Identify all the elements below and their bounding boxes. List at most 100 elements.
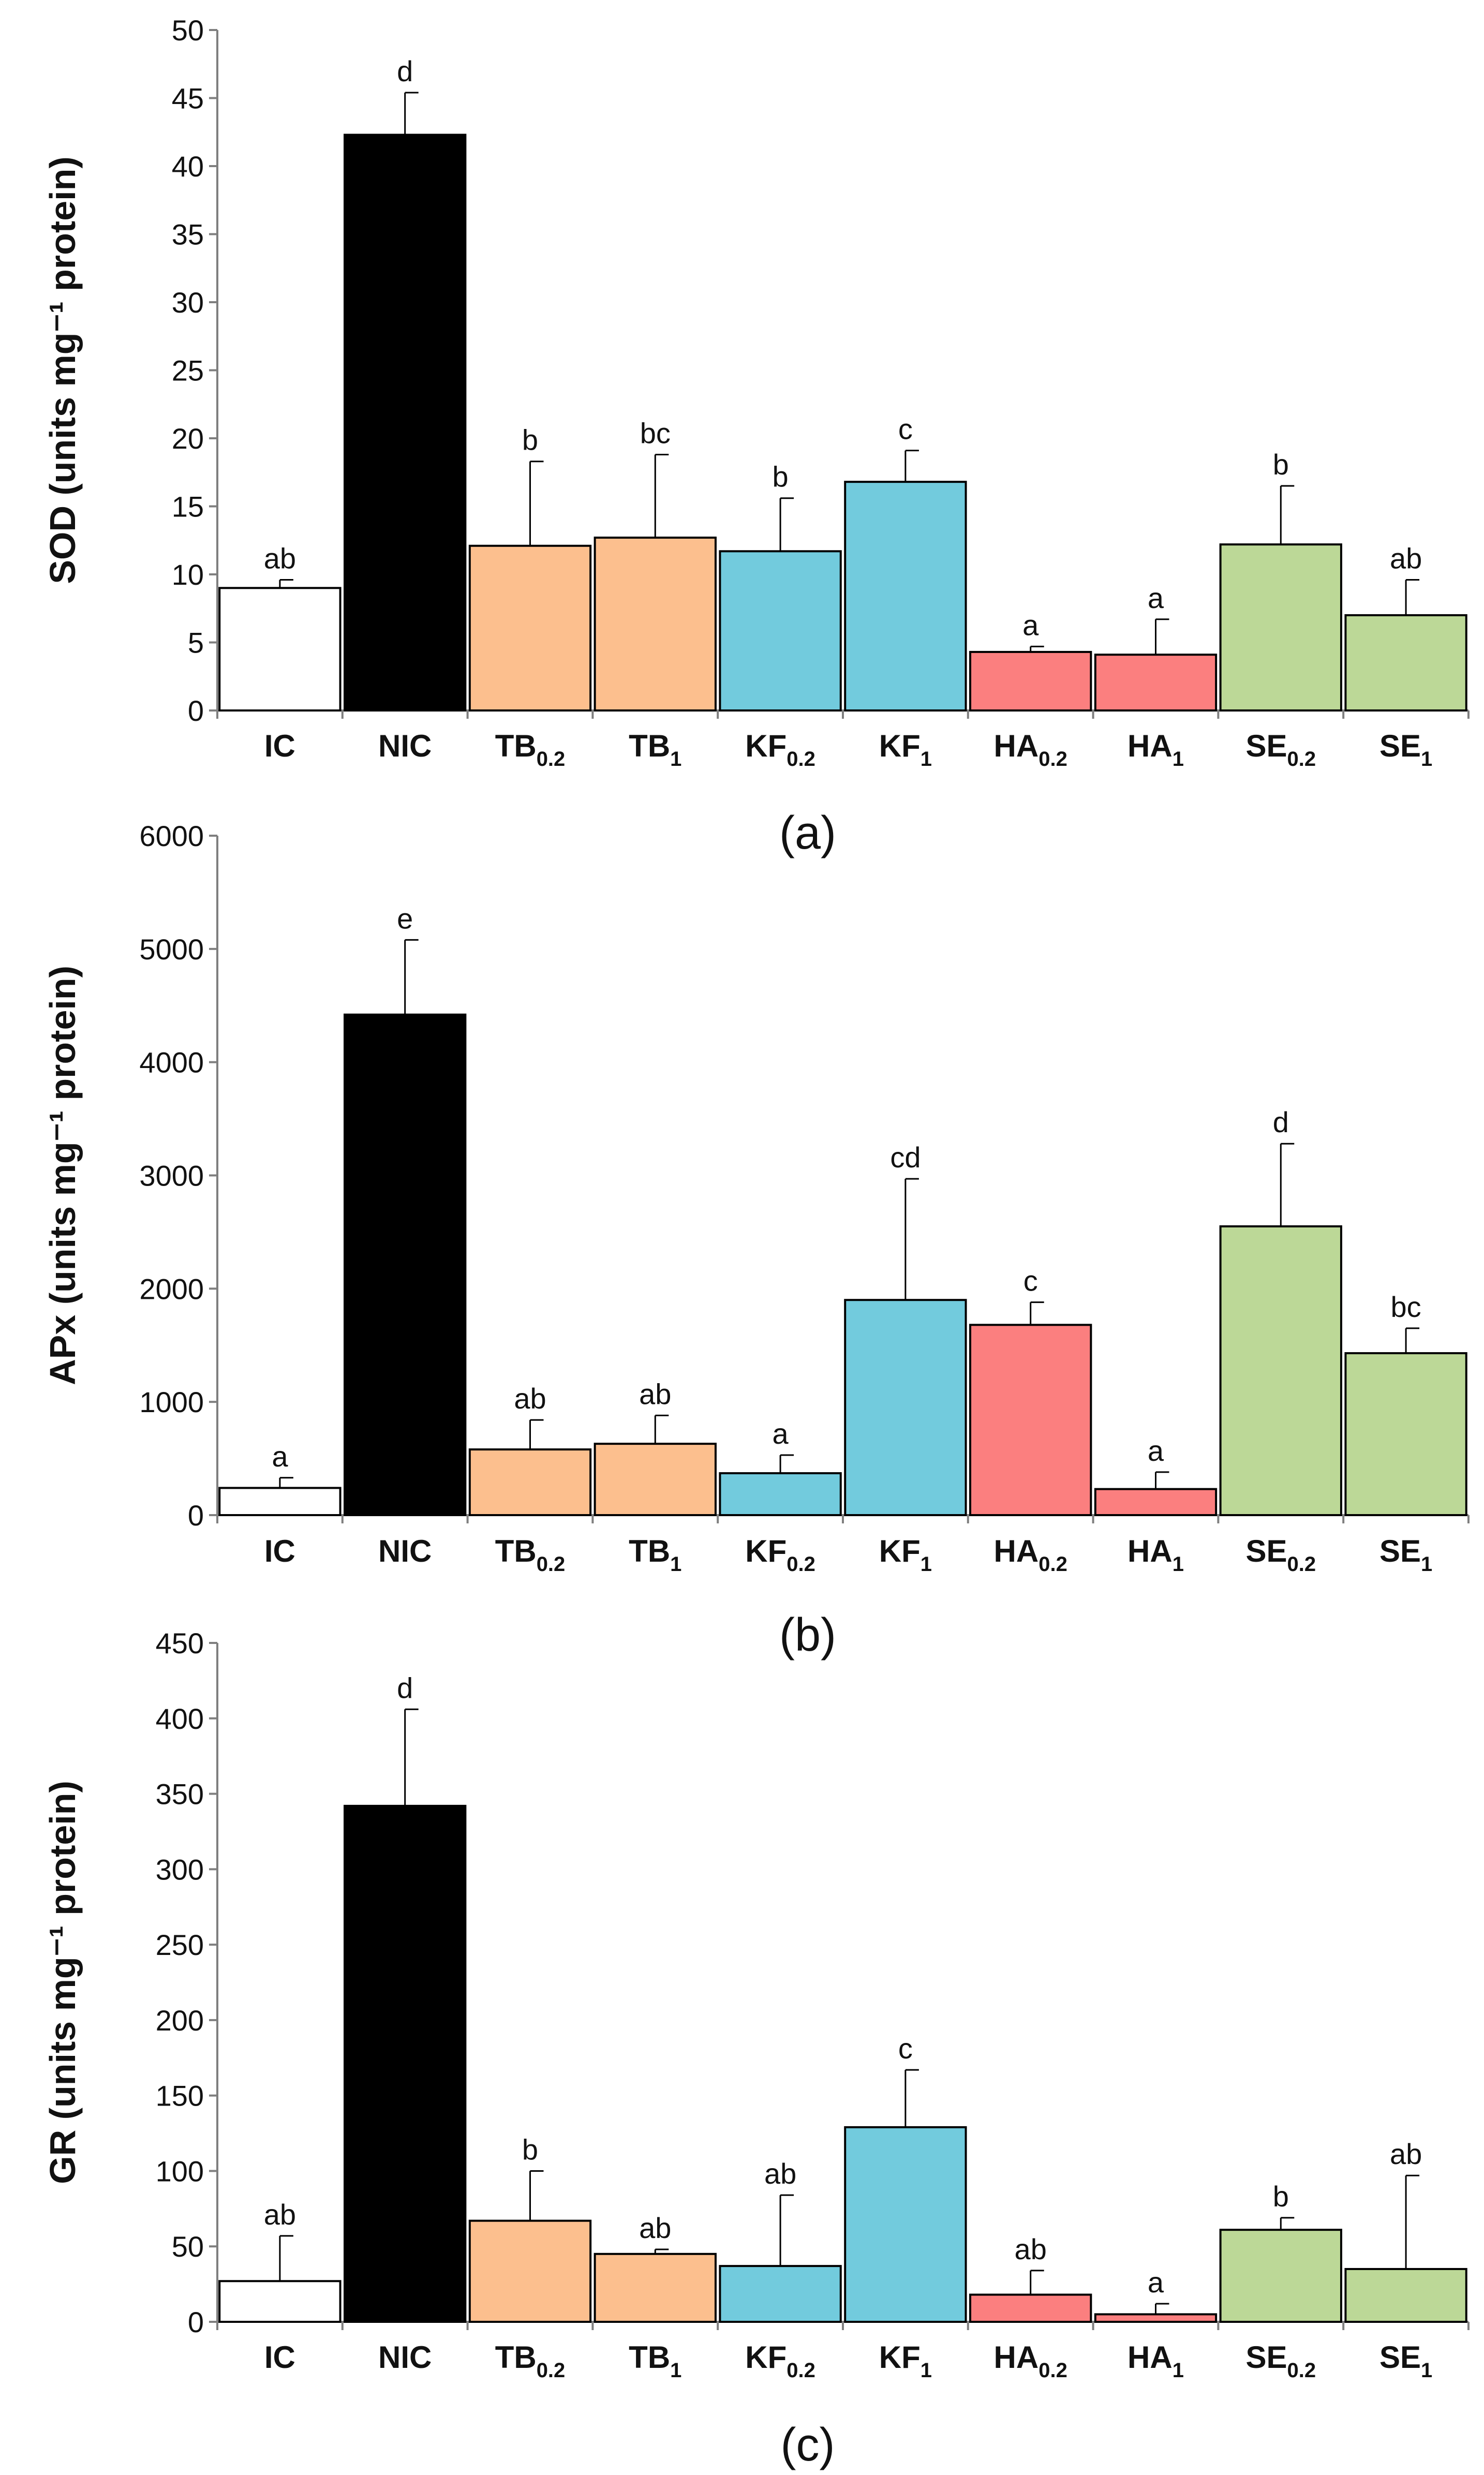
- category-base: KF: [879, 1534, 921, 1568]
- x-category-label: HA1: [1127, 729, 1184, 770]
- x-category-label: SE1: [1379, 729, 1432, 770]
- category-subscript: 0.2: [1038, 1553, 1067, 1576]
- bar: [844, 2126, 967, 2323]
- category-base: KF: [745, 1534, 786, 1568]
- category-base: NIC: [378, 2340, 432, 2375]
- bar: [1094, 1488, 1218, 1516]
- y-tick-label: 100: [156, 2155, 204, 2187]
- category-subscript: 0.2: [786, 1553, 815, 1576]
- bar: [593, 2252, 717, 2323]
- x-category-label: HA0.2: [994, 1534, 1067, 1576]
- significance-letter: ab: [764, 2157, 796, 2190]
- significance-letter: c: [898, 413, 913, 446]
- y-tick-label: 40: [172, 150, 204, 183]
- chart-panel-1: 05101520253035404550abICdNICbTB0.2bcTB1b…: [42, 14, 1470, 859]
- panel-label: (c): [781, 2419, 835, 2471]
- x-category-label: HA0.2: [994, 2340, 1067, 2382]
- x-category-label: TB0.2: [495, 729, 566, 770]
- significance-letter: b: [773, 461, 789, 493]
- panel-label: (a): [779, 807, 836, 859]
- y-tick-label: 0: [188, 2306, 204, 2338]
- y-tick-label: 6000: [139, 820, 204, 852]
- significance-letter: b: [1273, 448, 1289, 481]
- category-base: TB: [495, 729, 537, 763]
- x-category-label: TB1: [629, 729, 681, 770]
- bar: [1344, 614, 1467, 712]
- category-base: SE: [1245, 1534, 1287, 1568]
- significance-letter: cd: [890, 1141, 921, 1174]
- bar: [1094, 2313, 1218, 2323]
- significance-letter: a: [1148, 2266, 1164, 2299]
- x-category-label: IC: [264, 2340, 295, 2375]
- x-category-label: TB0.2: [495, 1534, 566, 1576]
- y-axis-title: SOD (units mg⁻¹ protein): [42, 156, 83, 584]
- bar: [1094, 654, 1218, 712]
- significance-letter: ab: [1390, 2138, 1422, 2170]
- bar: [218, 2280, 342, 2323]
- bar: [344, 134, 467, 712]
- significance-letter: ab: [639, 1377, 671, 1410]
- category-subscript: 1: [670, 2359, 681, 2382]
- x-category-label: TB1: [629, 1534, 681, 1576]
- category-base: SE: [1379, 2340, 1421, 2375]
- y-tick-label: 35: [172, 218, 204, 251]
- y-tick-label: 4000: [139, 1046, 204, 1079]
- x-category-label: HA0.2: [994, 729, 1067, 770]
- bar: [593, 536, 717, 712]
- category-subscript: 0.2: [537, 2359, 566, 2382]
- y-tick-label: 250: [156, 1929, 204, 1961]
- significance-letter: ab: [1390, 542, 1422, 575]
- significance-letter: d: [397, 55, 413, 87]
- significance-letter: b: [1273, 2180, 1289, 2213]
- category-subscript: 0.2: [537, 1553, 566, 1576]
- significance-letter: a: [1022, 609, 1039, 641]
- x-category-label: TB0.2: [495, 2340, 566, 2382]
- category-subscript: 0.2: [1038, 2359, 1067, 2382]
- bar: [468, 2219, 592, 2323]
- category-base: KF: [745, 2340, 786, 2375]
- category-base: HA: [1127, 729, 1173, 763]
- significance-letter: a: [272, 1440, 288, 1473]
- significance-letter: ab: [264, 2198, 296, 2231]
- category-base: HA: [994, 1534, 1039, 1568]
- significance-letter: a: [1148, 1434, 1164, 1467]
- bar: [844, 1299, 967, 1516]
- bar: [969, 2293, 1092, 2323]
- y-axis-title: GR (units mg⁻¹ protein): [42, 1781, 83, 2184]
- y-tick-label: 5000: [139, 933, 204, 966]
- significance-letter: c: [1023, 1265, 1038, 1297]
- significance-letter: d: [1273, 1106, 1289, 1138]
- bar: [844, 481, 967, 712]
- y-tick-label: 450: [156, 1627, 204, 1659]
- category-base: HA: [1127, 1534, 1173, 1568]
- x-category-label: KF1: [879, 2340, 932, 2382]
- category-subscript: 0.2: [786, 2359, 815, 2382]
- category-base: SE: [1379, 1534, 1421, 1568]
- bar: [344, 1013, 467, 1517]
- bar: [1344, 2267, 1467, 2323]
- y-tick-label: 0: [188, 1499, 204, 1532]
- category-base: IC: [264, 1534, 295, 1568]
- category-subscript: 1: [1421, 2359, 1432, 2382]
- significance-letter: bc: [640, 417, 671, 450]
- bar: [593, 1443, 717, 1517]
- y-tick-label: 300: [156, 1853, 204, 1886]
- y-tick-label: 350: [156, 1778, 204, 1811]
- category-subscript: 0.2: [1287, 748, 1316, 770]
- y-tick-label: 5: [188, 627, 204, 659]
- bar: [719, 550, 842, 712]
- category-base: KF: [879, 2340, 921, 2375]
- x-category-label: NIC: [378, 1534, 432, 1568]
- x-category-label: NIC: [378, 729, 432, 763]
- y-tick-label: 50: [172, 14, 204, 47]
- x-category-label: KF1: [879, 729, 932, 770]
- bar: [218, 587, 342, 712]
- y-tick-label: 45: [172, 82, 204, 115]
- y-tick-label: 10: [172, 558, 204, 591]
- bar: [719, 1472, 842, 1517]
- x-category-label: IC: [264, 729, 295, 763]
- category-subscript: 1: [1421, 748, 1432, 770]
- bar: [1219, 543, 1342, 712]
- category-subscript: 1: [670, 1553, 681, 1576]
